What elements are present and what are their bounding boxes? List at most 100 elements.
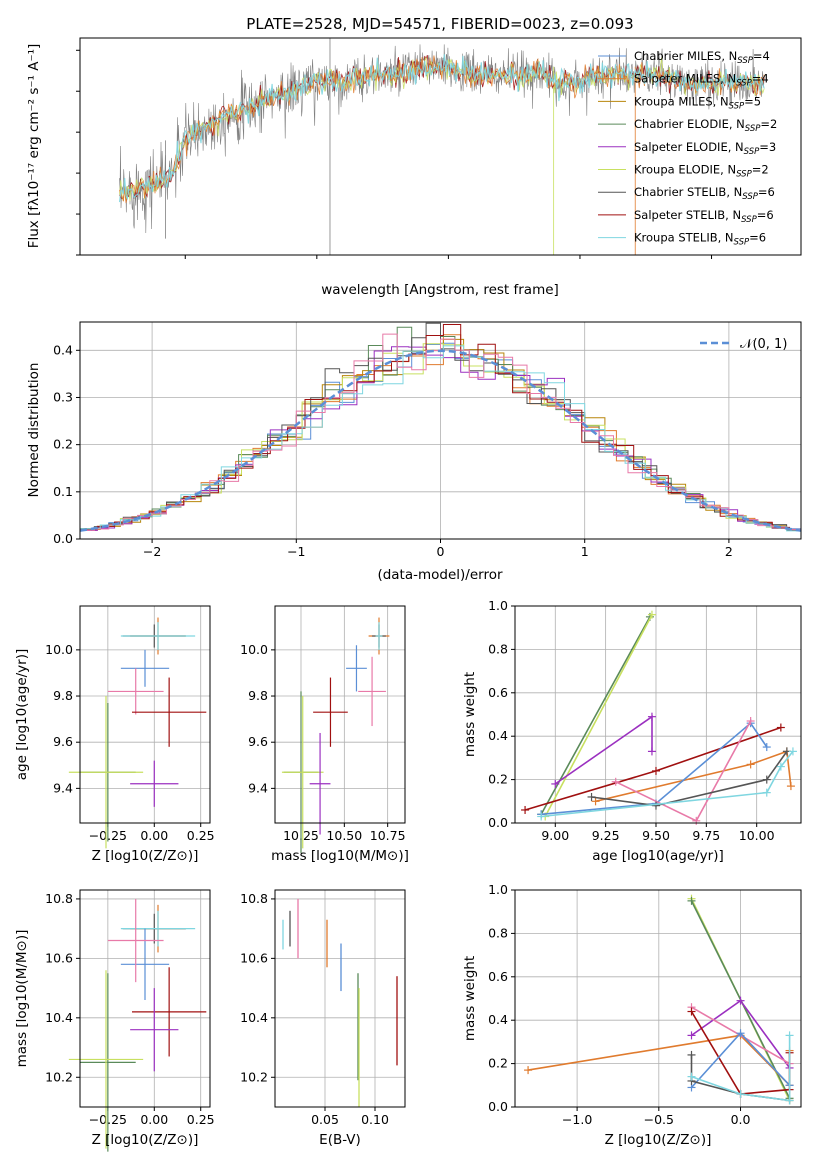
xtick-label: 9.00 [541,828,569,843]
legend-label-salpeter_stelib: Salpeter STELIB, NSSP=6 [634,208,774,225]
spectrum-model-salpeter_miles [119,55,765,204]
age-vs-mass-panel-xlabel: mass [log10(M/M⊙)] [271,848,409,864]
histogram-ytick-label: 0.4 [53,342,73,357]
histogram-ytick-label: 0.0 [53,531,73,546]
legend-label-kroupa_stelib: Kroupa STELIB, NSSP=6 [634,231,766,248]
histogram-plot-area [79,322,802,532]
ytick-label: 10.2 [240,1069,268,1084]
spectrum-yticks [76,49,80,256]
line-chabrier_miles [541,722,768,816]
mass-vs-z-panel-marks [68,898,207,1152]
ytick-label: 0.0 [488,815,508,830]
age-vs-z-panel-ylabel: age [log10(age/yr)] [14,649,30,781]
ytick-label: 0.2 [488,1056,508,1071]
line-kroupa_stelib [691,1035,791,1102]
histogram-ytick-label: 0.2 [53,437,73,452]
massweight-vs-age-panel-frame [514,605,802,824]
ytick-label: 10.8 [240,891,268,906]
histogram-xtick-label: 0 [437,544,445,559]
histogram-xlabel: (data-model)/error [377,567,503,583]
histogram-xtick-label: −1 [287,544,305,559]
massweight-vs-z-panel-frame [514,889,802,1108]
age-vs-mass-panel-frame [274,605,406,824]
mass-vs-ebv-panel: 0.05 0.10 10.2 10.4 10.6 10.8 E(B-V) [240,889,406,1148]
line-kroupa_stelib [541,750,794,818]
spectrum-plot-area [118,38,765,255]
xtick-label: 9.75 [692,828,720,843]
legend-label-salpeter_elodie: Salpeter ELODIE, NSSP=3 [634,140,776,157]
age-vs-mass-panel-marks [281,617,390,854]
ytick-label: 0.8 [488,641,508,656]
spectrum-xticks [184,255,713,259]
mass-vs-z-panel-xlabel: Z [log10(Z/Z⊙)] [92,1132,199,1148]
line-chabrier_stelib [591,750,788,807]
normal-curve [79,349,802,532]
histogram-series-chabrier_stelib [80,322,801,531]
ytick-label: 9.4 [248,780,268,795]
histogram-xtick-label: −2 [143,544,161,559]
spectrum-title: PLATE=2528, MJD=54571, FIBERID=0023, z=0… [246,15,633,33]
ytick-label: 0.4 [488,1012,508,1027]
ytick-label: 0.6 [488,685,508,700]
ytick-label: 10.2 [45,1069,73,1084]
ytick-label: 10.4 [240,1010,268,1025]
xtick-label: 0.0 [731,1112,751,1127]
histogram-grid [80,322,801,539]
line-salpeter_elodie [554,715,653,785]
histogram-xticks: −2 −1 0 1 2 [143,539,733,559]
xtick-label: 0.25 [187,1112,215,1127]
line-salpeter_miles [595,750,792,803]
mass-vs-ebv-panel-xlabel: E(B-V) [319,1132,361,1148]
ytick-label: 9.4 [53,780,73,795]
xtick-label: 9.50 [642,828,670,843]
mass-vs-z-panel-ylabel: mass [log10(M/M⊙)] [14,930,30,1068]
histogram-panel: −2 −1 0 1 2 0.0 0.1 0.2 0.3 0.4 (data-model)/err… [26,321,802,583]
ytick-label: 0.4 [488,728,508,743]
spectrum-model-kroupa_stelib [118,54,765,203]
xtick-label: 9.25 [592,828,620,843]
histogram-ylabel: Normed distribution [26,363,42,498]
histogram-yticks: 0.0 0.1 0.2 0.3 0.4 [53,342,80,546]
histogram-legend: 𝒩(0, 1) [700,337,787,352]
parameter-panels: −0.25 0.00 0.259.49.69.810.0Z [log10(Z/Z⊙)… [14,598,802,1152]
ytick-label: 0.2 [488,772,508,787]
legend-label-chabrier_miles: Chabrier MILES, NSSP=4 [634,49,770,66]
massweight-vs-z-panel-xlabel: Z [log10(Z/Z⊙)] [605,1132,712,1148]
age-vs-z-panel-frame [79,605,211,824]
age-vs-z-panel: −0.25 0.00 0.259.49.69.810.0Z [log10(Z/Z⊙)… [14,605,215,864]
xtick-label: 0.00 [140,828,168,843]
massweight-vs-age-panel: 9.00 9.25 9.50 9.75 10.00 0.0 0.2 0.4 0.6 0.8 1.0 a… [462,598,802,864]
histogram-series-pink [80,333,801,531]
ytick-label: 1.0 [488,882,508,897]
legend-label-salpeter_miles: Salpeter MILES, NSSP=4 [634,72,769,89]
mass-vs-ebv-panel-frame [274,889,406,1108]
xtick-label: 0.05 [311,1112,339,1127]
ytick-label: 0.6 [488,969,508,984]
massweight-vs-z-panel-marks [524,894,794,1105]
massweight-vs-z-panel-ylabel: mass weight [462,956,478,1041]
line-salpeter_stelib [524,726,782,811]
mass-vs-ebv-panel-marks [282,898,398,1107]
ytick-label: 9.8 [248,688,268,703]
spectrum-panel: PLATE=2528, MJD=54571, FIBERID=0023, z=0… [26,15,802,298]
ytick-label: 10.4 [45,1010,73,1025]
ytick-label: 10.0 [45,642,73,657]
xtick-label: 10.00 [739,828,775,843]
legend-label-chabrier_stelib: Chabrier STELIB, NSSP=6 [634,185,775,202]
legend-label-kroupa_elodie: Kroupa ELODIE, NSSP=2 [634,163,769,180]
histogram-xtick-label: 2 [725,544,733,559]
ytick-label: 1.0 [488,598,508,613]
ytick-label: 10.6 [240,950,268,965]
ytick-label: 10.6 [45,950,73,965]
legend-label-kroupa_miles: Kroupa MILES, NSSP=5 [634,94,761,111]
mass-vs-z-panel-frame [79,889,211,1108]
ytick-label: 10.8 [45,891,73,906]
spectrum-frame [79,37,802,256]
age-vs-z-panel-marks [68,617,207,849]
massweight-vs-z-panel: −1.0 −0.5 0.0 0.0 0.2 0.4 0.6 0.8 1.0 Z [log10(Z/… [462,882,802,1148]
ytick-label: 0.8 [488,925,508,940]
age-vs-z-panel-xlabel: Z [log10(Z/Z⊙)] [92,848,199,864]
line-chabrier_elodie [540,616,651,815]
